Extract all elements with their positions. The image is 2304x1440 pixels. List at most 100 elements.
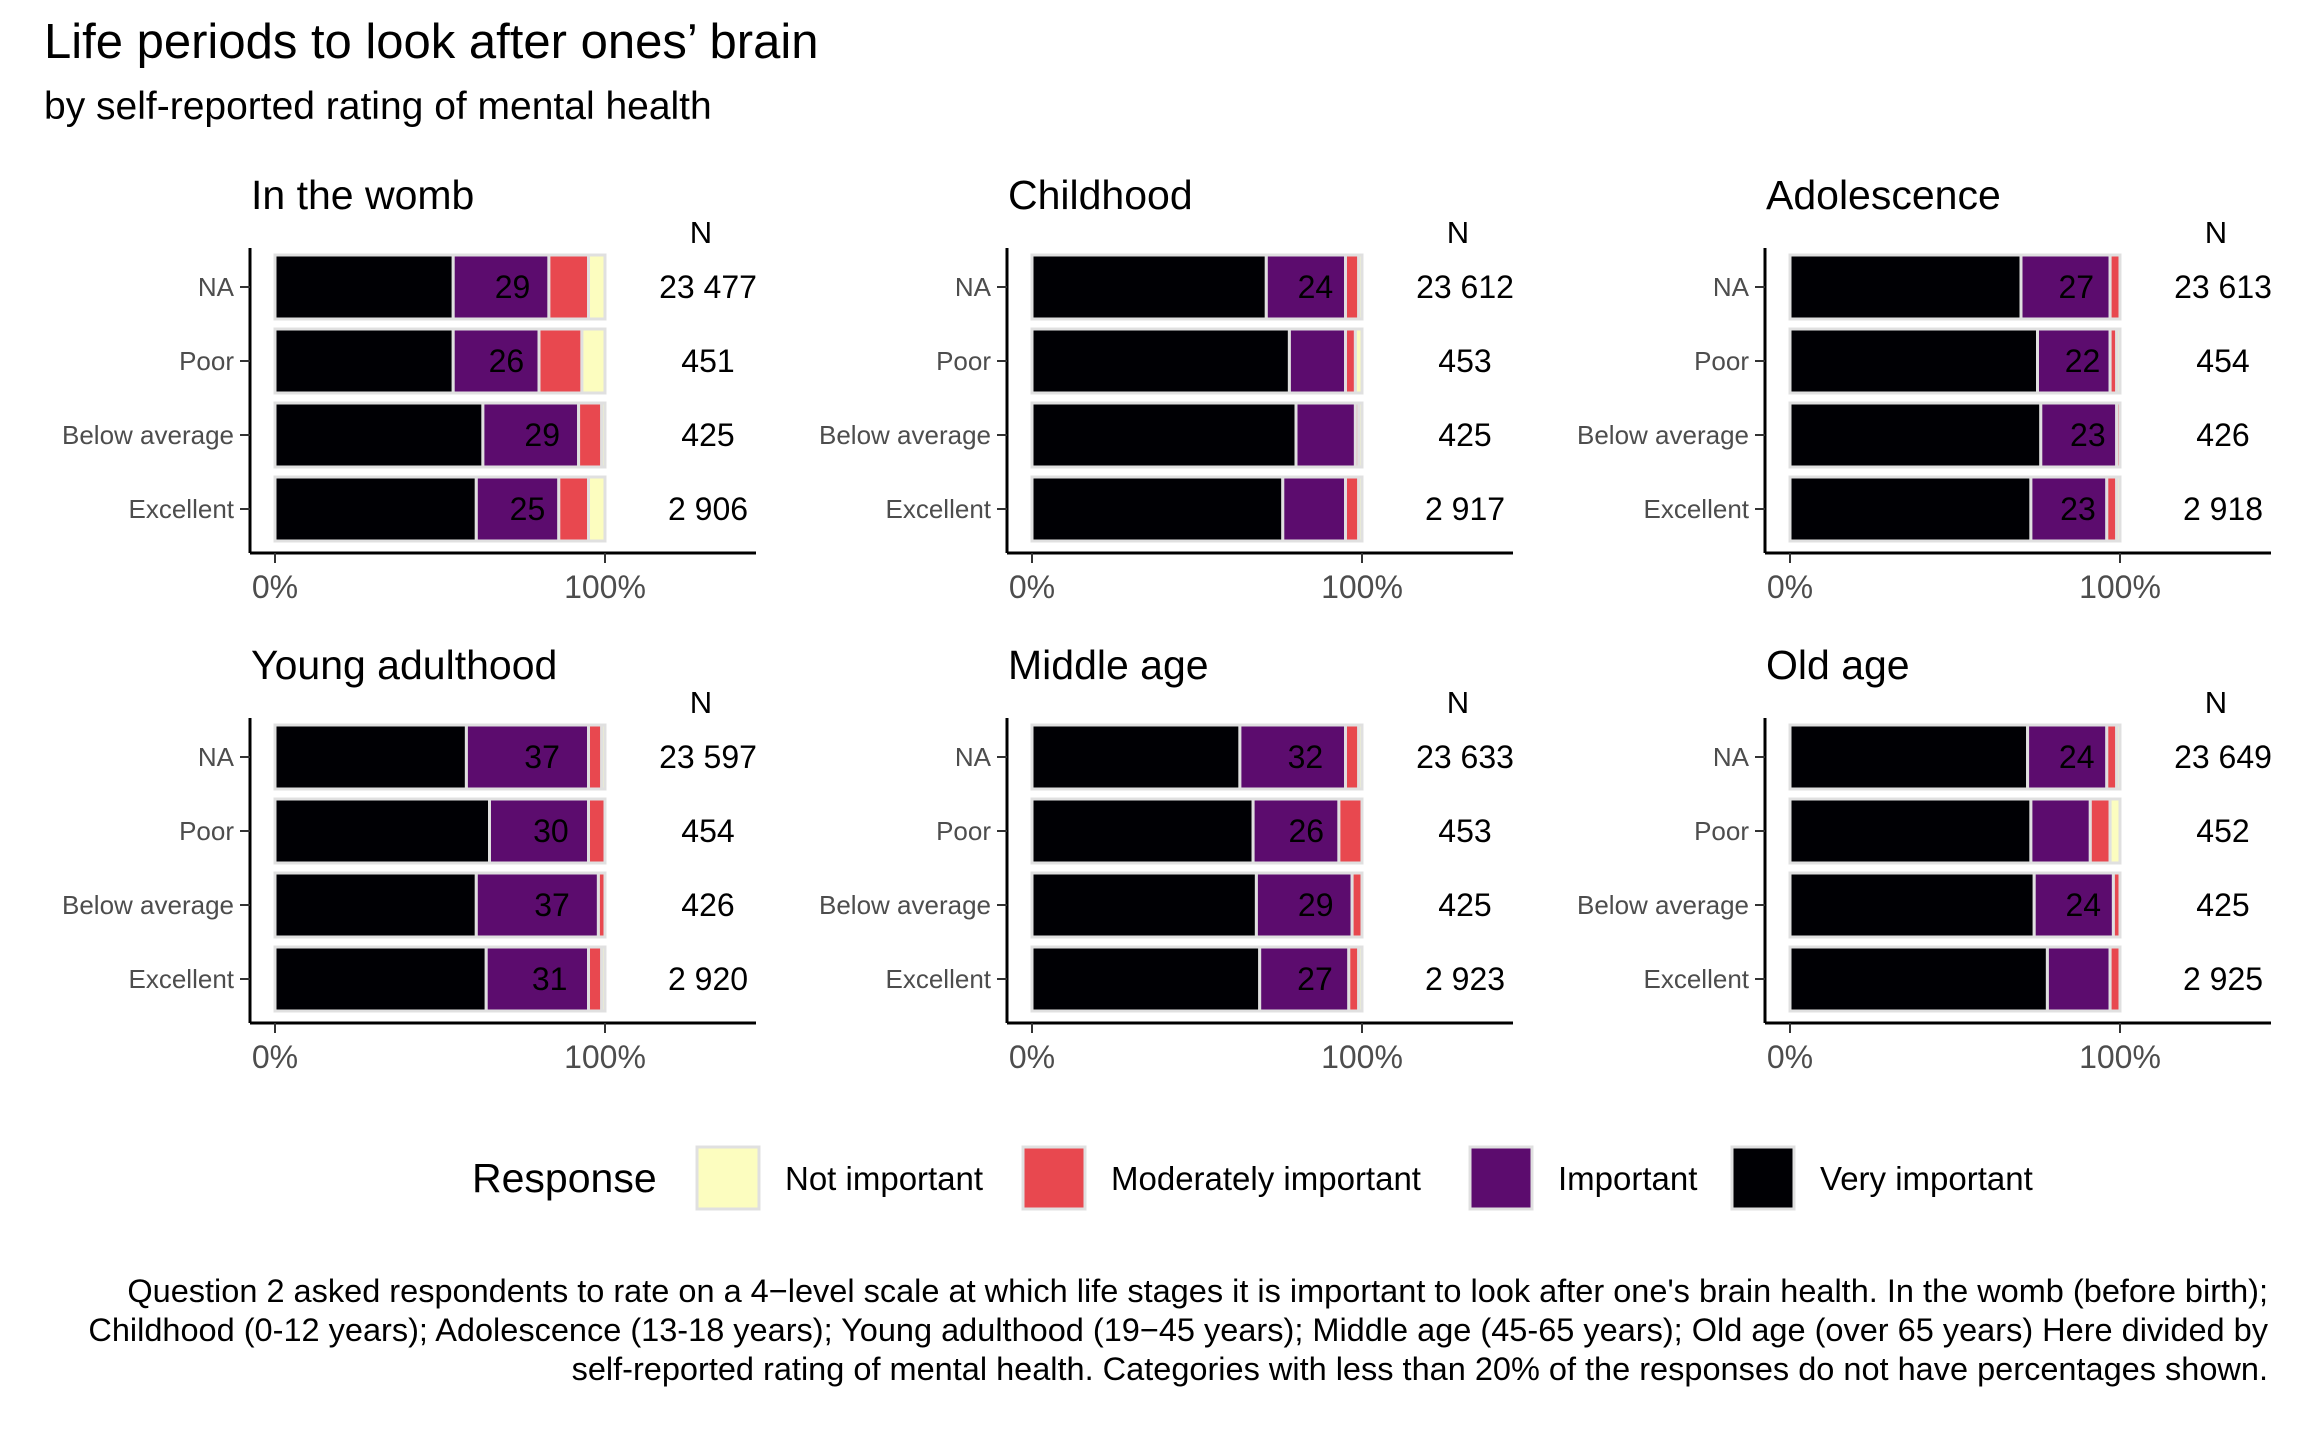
panel-3-y-tick-label: Below average: [62, 890, 234, 920]
panel-5-bar-not-important: [2115, 723, 2122, 791]
panel-5-bar-moderately-important: [2111, 871, 2122, 939]
panel-4-bar-not-important: [1357, 723, 1364, 791]
legend-label: Not important: [785, 1160, 983, 1197]
legend-label: Important: [1558, 1160, 1697, 1197]
panel-5-bar-moderately-important: [2088, 797, 2112, 865]
panel-3-n-value: 2 920: [668, 961, 748, 997]
panel-4-bar-very-important: [1030, 797, 1255, 865]
panel-4-data-label: 26: [1288, 813, 1324, 849]
panel-4-x-tick-label: 0%: [1009, 1039, 1055, 1075]
panel-1-bar-very-important: [1030, 253, 1268, 321]
panel-5-bar-very-important: [1788, 797, 2033, 865]
panel-5-bar-moderately-important: [2108, 945, 2122, 1013]
panel-4-bar-very-important: [1030, 945, 1262, 1013]
panel-2-n-value: 23 613: [2174, 269, 2272, 305]
panel-2-bar-moderately-important: [2108, 253, 2122, 321]
panel-2-data-label: 27: [2058, 269, 2094, 305]
panel-5-bar-very-important: [1788, 723, 2030, 791]
panel-1-x-tick-label: 0%: [1009, 569, 1055, 605]
panel-3-title: Young adulthood: [251, 642, 557, 688]
panel-3-y-tick-label: NA: [198, 742, 235, 772]
panel-2-bar-important: [2019, 253, 2112, 321]
panel-1-n-value: 2 917: [1425, 491, 1505, 527]
panel-0-bar-moderately-important: [547, 253, 591, 321]
panel-3-bar-very-important: [273, 797, 491, 865]
panel-5-x-tick-label: 100%: [2079, 1039, 2161, 1075]
chart-subtitle: by self-reported rating of mental health: [44, 85, 712, 128]
panel-0-y-tick-label: NA: [198, 272, 235, 302]
panel-0-bar-not-important: [587, 253, 607, 321]
panel-5-bar-important: [2026, 723, 2109, 791]
panel-5-n-value: 425: [2196, 887, 2249, 923]
panel-3-n-value: 454: [681, 813, 734, 849]
panel-3-y-tick-label: Excellent: [129, 964, 235, 994]
panel-4-n-value: 425: [1438, 887, 1491, 923]
panel-0-data-label: 25: [510, 491, 546, 527]
panel-5-y-tick-label: Poor: [1694, 816, 1749, 846]
panel-3-data-label: 31: [532, 961, 568, 997]
panel-3-y-tick-label: Poor: [179, 816, 234, 846]
panel-5-bar-very-important: [1788, 945, 2049, 1013]
panel-5-y-tick-label: Excellent: [1644, 964, 1750, 994]
panel-3-bar-important: [488, 797, 590, 865]
panel-1-bar-very-important: [1030, 327, 1291, 395]
panel-2-data-label: 23: [2060, 491, 2096, 527]
panel-3-n-value: 426: [681, 887, 734, 923]
panel-2-bar-very-important: [1788, 253, 2023, 321]
panel-2-y-tick-label: Poor: [1694, 346, 1749, 376]
panel-4-y-tick-label: NA: [955, 742, 992, 772]
panel-5-bar-important: [2032, 871, 2115, 939]
panel-4-bar-very-important: [1030, 871, 1258, 939]
panel-1-bar-not-important: [1353, 327, 1364, 395]
panel-4-data-label: 29: [1298, 887, 1334, 923]
panel-1-y-tick-label: Excellent: [886, 494, 992, 524]
panel-0-bar-moderately-important: [577, 401, 604, 469]
panel-1-bar-not-important: [1357, 475, 1364, 543]
panel-1-data-label: 24: [1298, 269, 1334, 305]
panel-3-x-tick-label: 0%: [252, 1039, 298, 1075]
panel-4-bar-important: [1251, 797, 1341, 865]
panel-1-bar-not-important: [1357, 253, 1364, 321]
panel-3-data-label: 37: [534, 887, 570, 923]
panel-0-y-tick-label: Poor: [179, 346, 234, 376]
panel-1-bar-moderately-important: [1344, 253, 1361, 321]
panel-0-n-value: 425: [681, 417, 734, 453]
panel-0-n-value: 23 477: [659, 269, 757, 305]
panel-4-bar-important: [1254, 871, 1354, 939]
panel-1-bar-important: [1281, 475, 1348, 543]
panel-4-y-tick-label: Excellent: [886, 964, 992, 994]
panel-4-n-value: 453: [1438, 813, 1491, 849]
panel-0-n-value: 2 906: [668, 491, 748, 527]
panel-2-bar-very-important: [1788, 401, 2043, 469]
panel-1-bar-important: [1287, 327, 1348, 395]
panel-2-bar-very-important: [1788, 327, 2039, 395]
panel-1-n-header: N: [1447, 215, 1469, 250]
panel-1-bar-important: [1264, 253, 1348, 321]
panel-3-bar-moderately-important: [596, 871, 607, 939]
panel-2-bar-important: [2036, 327, 2112, 395]
panel-2-bar-important: [2039, 401, 2119, 469]
panel-2-data-label: 22: [2065, 343, 2101, 379]
legend-key-not-important: [695, 1145, 761, 1211]
panel-3-bar-very-important: [273, 945, 488, 1013]
panel-1-y-tick-label: Below average: [819, 420, 991, 450]
panel-1-n-value: 23 612: [1416, 269, 1514, 305]
panel-0-n-value: 451: [681, 343, 734, 379]
panel-0-data-label: 29: [495, 269, 531, 305]
panel-0-bar-not-important: [587, 475, 607, 543]
panel-4-bar-moderately-important: [1344, 723, 1361, 791]
panel-4-bar-moderately-important: [1337, 797, 1364, 865]
panel-5-x-tick-label: 0%: [1767, 1039, 1813, 1075]
panel-3-data-label: 37: [524, 739, 560, 775]
panel-4-data-label: 32: [1288, 739, 1324, 775]
panel-1-bar-very-important: [1030, 475, 1285, 543]
panel-0-bar-not-important: [580, 327, 607, 395]
panel-4-bar-very-important: [1030, 723, 1242, 791]
chart-canvas: In the womb N 0% 100% NA 29 23 477 Poor 26 451 Bel…: [62, 172, 2272, 1211]
panel-3-bar-very-important: [273, 723, 468, 791]
panel-0-x-tick-label: 0%: [252, 569, 298, 605]
panel-1-n-value: 425: [1438, 417, 1491, 453]
chart-title: Life periods to look after ones’ brain: [44, 15, 819, 69]
panel-4-data-label: 27: [1297, 961, 1333, 997]
